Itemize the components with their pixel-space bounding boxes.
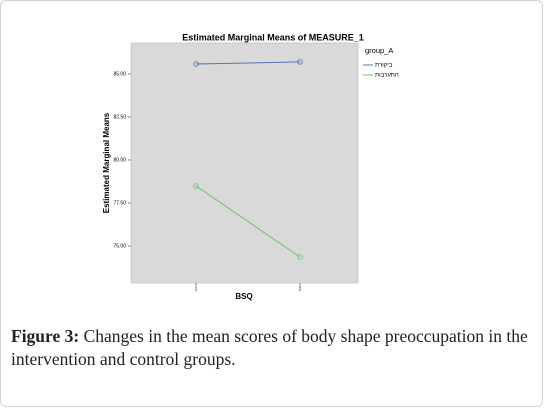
- plot-area: [130, 42, 359, 284]
- caption-text: Changes in the mean scores of body shape…: [11, 326, 528, 369]
- legend-label: התערבות: [375, 73, 399, 79]
- caption-label: Figure 3:: [11, 326, 80, 346]
- y-axis-label: Estimated Marginal Means: [102, 112, 111, 213]
- series-line: [195, 61, 301, 65]
- data-point: [193, 183, 199, 189]
- caption: Figure 3: Changes in the mean scores of …: [11, 325, 539, 371]
- y-tick-label: 85.00: [113, 71, 126, 77]
- legend-title: group_A: [365, 46, 393, 55]
- series-line: [195, 185, 301, 258]
- y-tick-label: 80.00: [113, 157, 126, 163]
- legend-label: ביקורת: [375, 63, 393, 69]
- data-point: [297, 254, 303, 260]
- data-point: [297, 59, 303, 65]
- data-point: [193, 61, 199, 67]
- x-tick-label: 2: [299, 286, 302, 292]
- y-tick-label: 75.00: [113, 243, 126, 249]
- y-tick-label: 77.50: [113, 200, 126, 206]
- chart-title: Estimated Marginal Means of MEASURE_1: [182, 32, 364, 42]
- y-tick-label: 82.50: [113, 114, 126, 120]
- x-axis-label: BSQ: [235, 292, 252, 301]
- chart: Estimated Marginal Means of MEASURE_1 BS…: [102, 32, 399, 301]
- x-tick-label: 1: [195, 286, 198, 292]
